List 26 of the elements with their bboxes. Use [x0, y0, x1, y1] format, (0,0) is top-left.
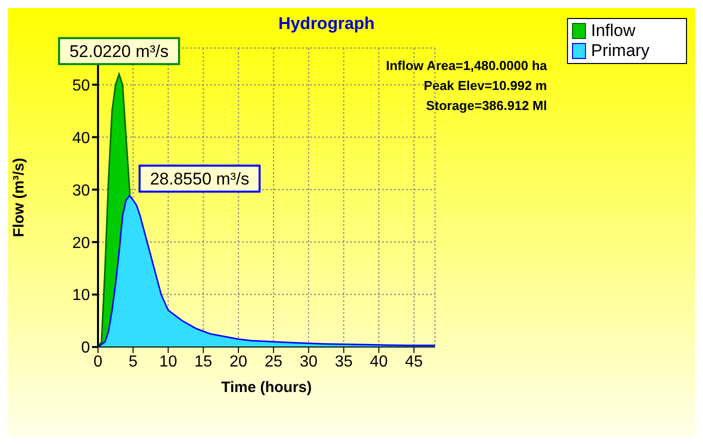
x-tick-label: 45	[405, 353, 423, 370]
x-tick-label: 15	[194, 353, 212, 370]
y-tick-label: 0	[81, 340, 90, 357]
y-tick-label: 20	[72, 234, 90, 252]
annotation: 52.0220 m³/s	[69, 42, 169, 62]
x-tick-label: 40	[370, 353, 388, 370]
x-tick-label: 10	[159, 353, 178, 370]
y-tick-label: 50	[72, 77, 90, 94]
legend-label: Inflow	[590, 21, 636, 41]
annotation: Storage=386.912 Ml	[424, 97, 547, 115]
annotation: 28.8550 m³/s	[150, 170, 250, 189]
x-tick-label: 35	[334, 353, 353, 370]
x-tick-label: 20	[230, 353, 248, 370]
legend-label: Primary	[590, 41, 651, 61]
y-axis-title: Flow (m³/s)	[10, 158, 28, 238]
x-tick-label: 5	[128, 353, 138, 370]
chart-title: Hydrograph	[277, 14, 376, 34]
x-tick-label: 30	[300, 353, 318, 370]
y-tick-label: 40	[72, 130, 90, 147]
annotation: Peak Elev=10.992 m	[422, 77, 547, 95]
y-tick-label: 10	[72, 287, 90, 304]
x-axis-title: Time (hours)	[221, 379, 312, 396]
x-tick-label: 25	[264, 353, 283, 370]
x-tick-label: 0	[94, 353, 103, 370]
annotation: Inflow Area=1,480.0000 ha	[384, 57, 547, 75]
y-tick-label: 30	[72, 182, 90, 200]
